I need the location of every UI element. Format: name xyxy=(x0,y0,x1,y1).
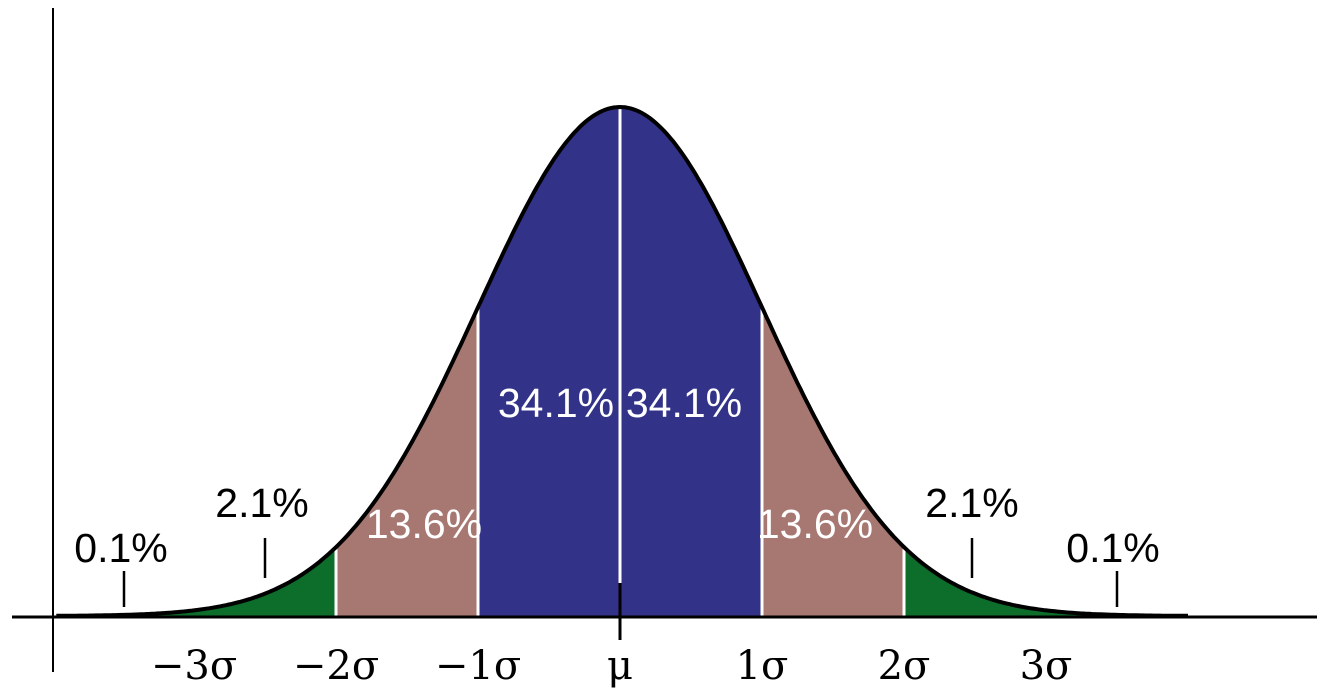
tick-label: −1σ xyxy=(435,643,521,689)
percent-label: 34.1% xyxy=(498,380,614,426)
percent-label: 34.1% xyxy=(626,380,742,426)
tick-label: 1σ xyxy=(736,643,789,689)
tick-label: 3σ xyxy=(1020,643,1073,689)
percent-label: 13.6% xyxy=(757,501,873,547)
tick-label: 2σ xyxy=(878,643,931,689)
density-curve xyxy=(56,104,1188,618)
percent-label: 2.1% xyxy=(215,480,308,526)
tick-label: −2σ xyxy=(293,643,379,689)
percent-label: 0.1% xyxy=(1066,525,1159,571)
region-2 xyxy=(194,547,336,616)
percent-label: 0.1% xyxy=(74,525,167,571)
percent-label: 2.1% xyxy=(925,480,1018,526)
region-5 xyxy=(620,107,762,616)
tick-label: μ xyxy=(607,643,633,689)
region-7 xyxy=(904,547,1046,616)
percent-label: 13.6% xyxy=(366,501,482,547)
region-dividers xyxy=(334,109,906,616)
percent-labels: 0.1% 2.1% 13.6% 34.1% 34.1% 13.6% 2.1% 0.1% xyxy=(74,380,1160,607)
x-axis-ticks: −3σ −2σ −1σ μ 1σ 2σ 3σ xyxy=(151,583,1073,689)
tick-label: −3σ xyxy=(151,643,237,689)
region-4 xyxy=(478,107,620,616)
